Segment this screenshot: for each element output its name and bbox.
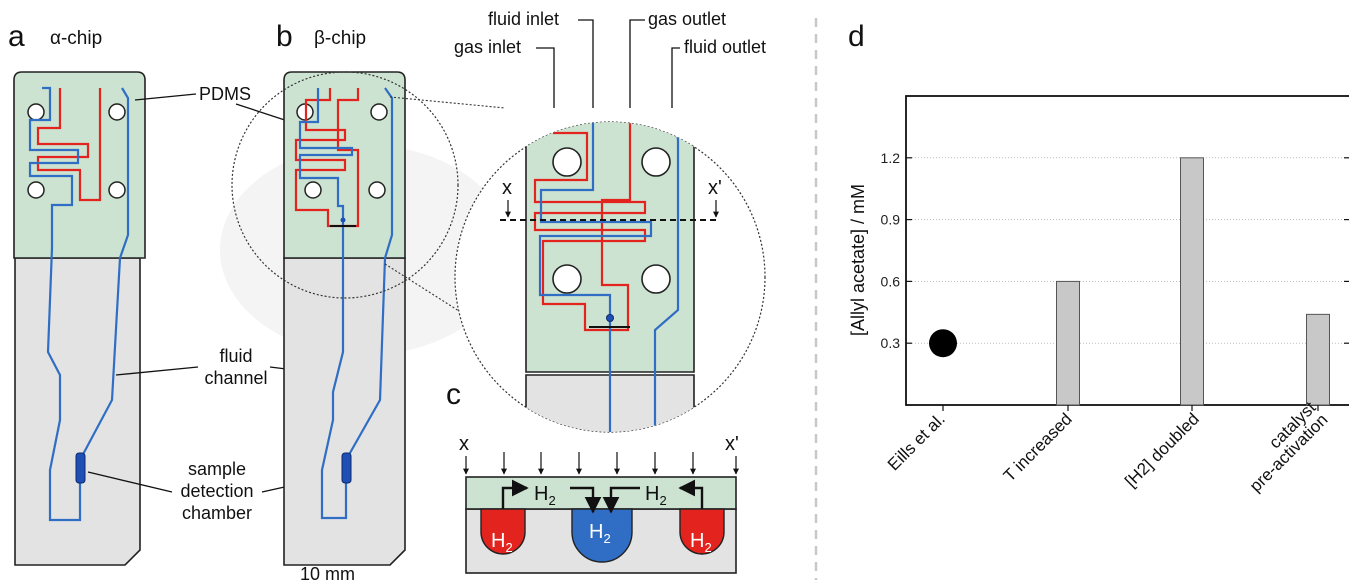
beta-port-hole xyxy=(305,182,321,198)
bar xyxy=(1181,158,1204,405)
alpha-port-hole xyxy=(28,104,44,120)
chart-panel: d [Allyl acetate] / mM 0.3 0.6 0.9 1.2 Eills… xyxy=(848,20,1349,496)
alpha-chip-panel: a α-chip xyxy=(8,20,145,565)
lens-port-hole xyxy=(642,148,670,176)
y-tick-label: 0.9 xyxy=(881,212,901,228)
lens-port-hole xyxy=(553,148,581,176)
x-prime-label: x' xyxy=(708,177,722,199)
sample-label-3: chamber xyxy=(182,503,252,523)
zoom-lens: x x' fluid inlet gas inlet gas outlet fl… xyxy=(454,9,766,445)
data-point xyxy=(929,329,957,357)
lens-port-hole xyxy=(553,265,581,293)
pdms-label: PDMS xyxy=(199,84,251,104)
x-label: x xyxy=(502,177,512,199)
plot-frame xyxy=(906,96,1349,405)
beta-chip-title: β-chip xyxy=(314,28,366,49)
alpha-sample-chamber xyxy=(76,453,85,483)
fluid-inlet-leader xyxy=(578,20,593,108)
sample-label-1: sample xyxy=(188,459,246,479)
bar xyxy=(1057,281,1080,405)
c-x-prime-label: x' xyxy=(725,433,739,455)
beta-port-hole xyxy=(371,104,387,120)
beta-port-hole xyxy=(369,182,385,198)
fluid-channel-label-1: fluid xyxy=(219,346,252,366)
gas-outlet-leader xyxy=(630,20,645,108)
beta-sample-chamber xyxy=(342,453,351,483)
gas-inlet-leader xyxy=(536,48,554,108)
x-category-label: [H2] doubled xyxy=(1121,409,1203,491)
alpha-chip-pdms xyxy=(14,72,145,258)
panel-label-a: a xyxy=(8,20,25,53)
alpha-port-hole xyxy=(109,104,125,120)
fluid-channel-label-2: channel xyxy=(204,368,267,388)
magnify-connector-top xyxy=(390,97,505,108)
alpha-chip-title: α-chip xyxy=(50,28,102,49)
panel-label-b: b xyxy=(276,20,293,53)
sample-label-2: detection xyxy=(180,481,253,501)
fluid-outlet-label: fluid outlet xyxy=(684,37,766,57)
panel-label-d: d xyxy=(848,20,865,53)
pressure-arrows xyxy=(466,452,736,474)
bar-chart: 0.3 0.6 0.9 1.2 Eills et al. T increased [H2] … xyxy=(881,96,1349,496)
beta-junction-dot xyxy=(341,218,346,223)
x-category-label: T increased xyxy=(1000,409,1076,485)
y-tick-label: 0.6 xyxy=(881,273,901,289)
lens-port-hole xyxy=(642,265,670,293)
y-tick-label: 1.2 xyxy=(881,150,901,166)
bar xyxy=(1307,314,1330,405)
c-x-label: x xyxy=(459,433,469,455)
gas-outlet-label: gas outlet xyxy=(648,9,726,29)
x-category-label: catalystpre-activation xyxy=(1234,398,1332,496)
y-tick-label: 0.3 xyxy=(881,335,901,351)
chart-ylabel: [Allyl acetate] / mM xyxy=(848,184,868,336)
alpha-port-hole xyxy=(28,182,44,198)
x-category-label: Eills et al. xyxy=(884,409,949,474)
cross-section-pdms xyxy=(466,477,736,509)
alpha-port-hole xyxy=(109,182,125,198)
scale-label: 10 mm xyxy=(300,564,355,584)
panel-label-c: c xyxy=(446,378,461,411)
gas-inlet-label: gas inlet xyxy=(454,37,521,57)
fluid-inlet-label: fluid inlet xyxy=(488,9,559,29)
fluid-outlet-leader xyxy=(672,48,680,108)
lens-junction-dot xyxy=(607,315,614,322)
